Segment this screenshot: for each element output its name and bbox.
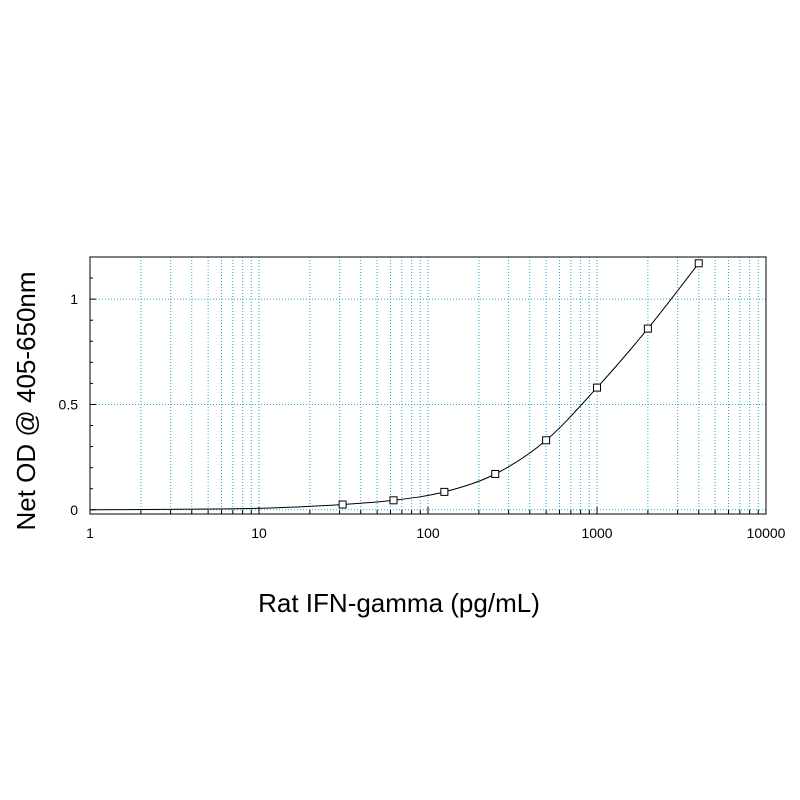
y-tick-label: 1 — [70, 291, 78, 307]
x-axis-label: Rat IFN-gamma (pg/mL) — [258, 588, 540, 618]
data-point-marker — [542, 436, 551, 445]
x-tick-label: 10 — [251, 525, 267, 541]
data-point-marker — [593, 383, 601, 392]
y-tick-label: 0 — [70, 502, 78, 518]
grid-lines — [90, 257, 766, 514]
y-axis-label: Net OD @ 405-650nm — [11, 271, 41, 530]
x-tick-label: 1000 — [581, 525, 612, 541]
data-point-marker — [643, 324, 652, 333]
axis-ticks — [89, 277, 767, 514]
tick-labels: 1 10 100 1000 10000 0 0.5 1 — [59, 291, 786, 541]
data-point-marker — [440, 487, 449, 496]
x-tick-label: 100 — [416, 525, 440, 541]
data-point-marker — [694, 259, 703, 268]
data-point-marker — [491, 469, 500, 478]
data-point-marker — [338, 500, 347, 509]
data-point-marker — [389, 496, 398, 505]
y-tick-label: 0.5 — [59, 396, 79, 412]
x-tick-label: 1 — [86, 525, 94, 541]
data-points — [338, 259, 703, 509]
x-tick-label: 10000 — [747, 525, 786, 541]
